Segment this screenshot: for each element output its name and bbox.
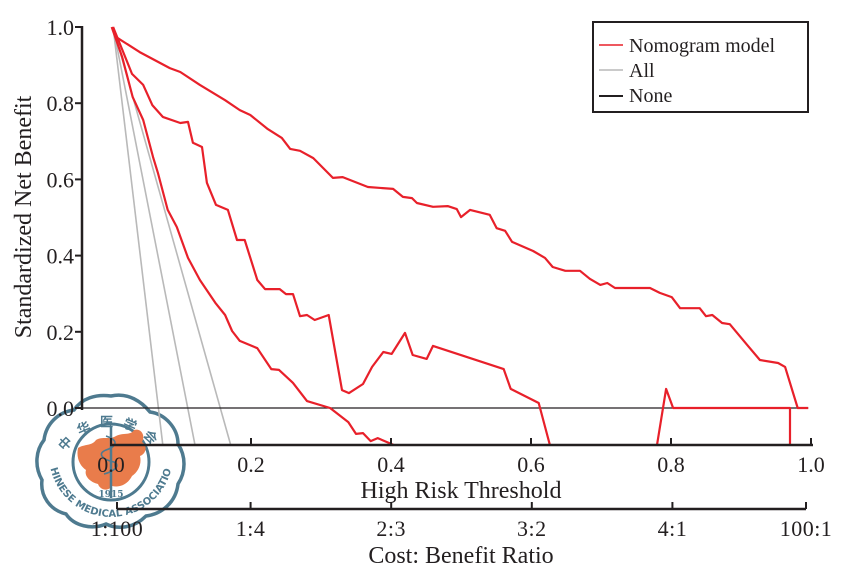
cost-benefit-tick-label: 1:4 bbox=[236, 516, 266, 541]
series-line-nomogram-model-2 bbox=[112, 26, 551, 445]
cost-benefit-tick-label: 4:1 bbox=[658, 516, 688, 541]
y-ticks: 0.0 0.2 0.4 0.6 0.8 1.0 bbox=[47, 15, 82, 421]
cost-benefit-axis: 1:100 1:4 2:3 3:2 4:1 100:1 Cost: Benefit Rat… bbox=[91, 502, 833, 569]
x-tick-label: 1.0 bbox=[797, 452, 825, 477]
cost-benefit-axis-title: Cost: Benefit Ratio bbox=[368, 543, 553, 569]
series-layer bbox=[82, 26, 809, 445]
cost-benefit-tick-label: 1:100 bbox=[91, 516, 144, 541]
x-tick-label: 0.0 bbox=[97, 452, 125, 477]
cost-benefit-tick-label: 3:2 bbox=[517, 516, 547, 541]
y-tick-label: 1.0 bbox=[47, 15, 75, 40]
y-tick-label: 0.6 bbox=[47, 167, 75, 192]
series-line-all-2 bbox=[112, 26, 196, 445]
y-tick-label: 0.4 bbox=[47, 244, 75, 269]
series-line-all-1 bbox=[112, 26, 164, 445]
y-axis-title: Standardized Net Benefit bbox=[11, 95, 37, 338]
legend-label-all: All bbox=[629, 60, 655, 82]
y-tick-label: 0.8 bbox=[47, 91, 75, 116]
y-tick-label: 0.2 bbox=[47, 320, 75, 345]
seal-year: 1915 bbox=[98, 490, 123, 500]
cost-benefit-tick-label: 2:3 bbox=[376, 516, 406, 541]
y-tick-label: 0.0 bbox=[47, 396, 75, 421]
legend-entry-all: All bbox=[599, 60, 655, 82]
series-line-nomogram-model-3 bbox=[655, 387, 792, 445]
seal-outer-border bbox=[35, 393, 186, 530]
x-axis-title: High Risk Threshold bbox=[361, 478, 562, 504]
series-line-nomogram-model-4 bbox=[110, 26, 395, 445]
legend-label-none: None bbox=[629, 85, 672, 107]
cost-benefit-ticks: 1:100 1:4 2:3 3:2 4:1 100:1 bbox=[91, 502, 833, 541]
legend-box bbox=[592, 21, 809, 113]
x-tick-label: 0.4 bbox=[377, 452, 405, 477]
legend-label-nomogram: Nomogram model bbox=[629, 35, 776, 57]
seal-inner-ring bbox=[71, 422, 151, 502]
seal-serpent-icon bbox=[100, 435, 118, 475]
legend: Nomogram model All None bbox=[592, 21, 809, 113]
legend-entry-none: None bbox=[599, 85, 672, 107]
legend-entry-nomogram: Nomogram model bbox=[599, 35, 776, 57]
series-line-nomogram-model-1 bbox=[112, 26, 809, 410]
y-axis: 0.0 0.2 0.4 0.6 0.8 1.0 Standardized Net Bene… bbox=[11, 15, 84, 421]
x-tick-label: 0.2 bbox=[237, 452, 265, 477]
x-axis: 0.0 0.2 0.4 0.6 0.8 1.0 High Risk Threshold bbox=[97, 438, 825, 504]
cost-benefit-tick-label: 100:1 bbox=[780, 516, 833, 541]
x-ticks: 0.0 0.2 0.4 0.6 0.8 1.0 bbox=[97, 438, 825, 477]
x-tick-label: 0.6 bbox=[517, 452, 545, 477]
x-tick-label: 0.8 bbox=[657, 452, 685, 477]
